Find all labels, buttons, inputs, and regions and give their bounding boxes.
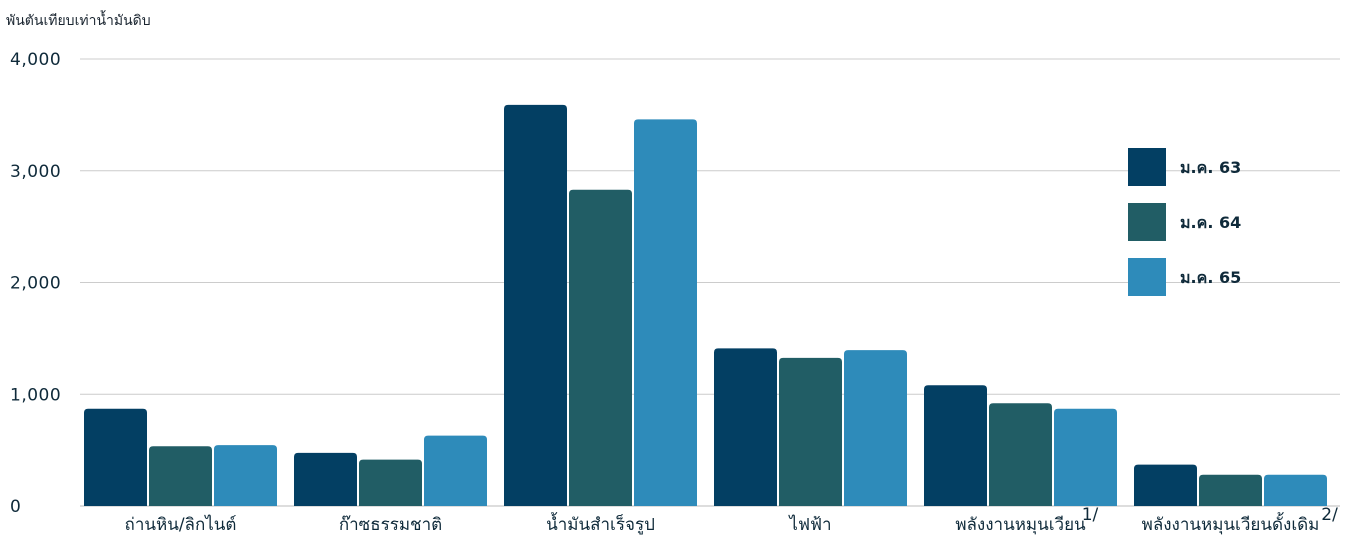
x-tick-footnote: 1/ xyxy=(1082,505,1099,525)
y-tick-label: 1,000 xyxy=(10,385,61,405)
bar xyxy=(1054,408,1117,506)
bar xyxy=(844,350,907,506)
bar xyxy=(634,119,697,506)
y-tick-label: 3,000 xyxy=(10,162,61,182)
bar xyxy=(424,435,487,506)
bar xyxy=(569,189,632,506)
bar xyxy=(214,445,277,506)
y-axis-title: พันตันเทียบเท่าน้ำมันดิบ xyxy=(6,13,151,29)
x-tick-label: ไฟฟ้า xyxy=(787,514,831,535)
bar xyxy=(294,452,357,506)
x-tick-label: พลังงานหมุนเวียนดั้งเดิม xyxy=(1142,512,1320,535)
bar xyxy=(359,459,422,506)
legend-label: ม.ค. 63 xyxy=(1180,158,1241,177)
bar xyxy=(714,348,777,506)
x-tick-footnote: 2/ xyxy=(1321,505,1338,525)
bar xyxy=(504,104,567,506)
legend-label: ม.ค. 65 xyxy=(1180,268,1241,287)
x-tick-label: พลังงานหมุนเวียน xyxy=(955,515,1086,535)
bar xyxy=(149,446,212,506)
x-tick-label: ถ่านหิน/ลิกไนต์ xyxy=(125,514,237,535)
y-tick-label: 4,000 xyxy=(10,50,61,70)
x-tick-label: ก๊าซธรรมชาติ xyxy=(339,515,442,535)
legend-swatch xyxy=(1128,148,1166,186)
y-tick-label: 0 xyxy=(10,497,21,517)
legend-swatch xyxy=(1128,203,1166,241)
legend-label: ม.ค. 64 xyxy=(1180,213,1241,232)
legend-swatch xyxy=(1128,258,1166,296)
bar xyxy=(924,385,987,506)
bar xyxy=(84,408,147,506)
bar xyxy=(989,403,1052,506)
x-tick-label: น้ำมันสำเร็จรูป xyxy=(546,512,655,535)
bar xyxy=(1264,474,1327,506)
bar xyxy=(1199,474,1262,506)
y-tick-label: 2,000 xyxy=(10,274,61,294)
bar xyxy=(1134,464,1197,506)
bar xyxy=(779,357,842,506)
